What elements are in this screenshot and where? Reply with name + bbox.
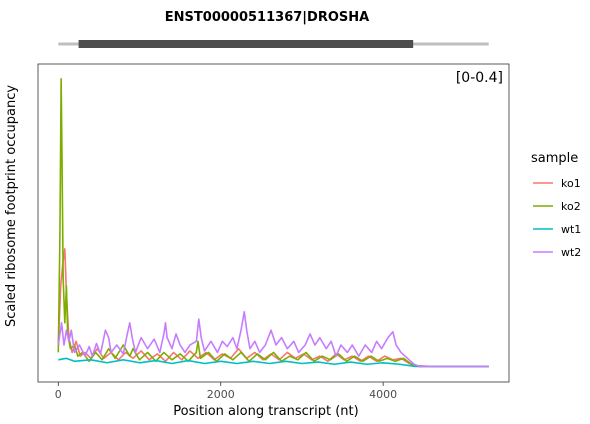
y-axis-label: Scaled ribosome footprint occupancy: [4, 85, 19, 327]
plot-panel: [37, 63, 510, 383]
x-tick-label: 0: [55, 388, 62, 401]
legend-label-wt1: wt1: [561, 223, 581, 236]
series-line-wt1: [58, 357, 489, 368]
x-tick-label: 4000: [369, 388, 397, 401]
transcript-track: [58, 40, 489, 48]
transcript-cds-box: [78, 40, 414, 48]
chart-title: ENST00000511367|DROSHA: [165, 10, 369, 25]
legend-label-wt2: wt2: [561, 246, 581, 259]
x-axis-label: Position along transcript (nt): [173, 404, 358, 419]
legend-title: sample: [531, 151, 578, 166]
range-label: [0-0.4]: [456, 70, 503, 86]
series-layer: [57, 77, 489, 368]
legend: sample ko1 ko2 wt1 wt2: [531, 151, 581, 259]
legend-label-ko1: ko1: [561, 177, 581, 190]
x-tick-label: 2000: [207, 388, 235, 401]
x-axis: 0 2000 4000: [55, 382, 397, 401]
series-line-wt2: [57, 310, 489, 368]
legend-label-ko2: ko2: [561, 200, 581, 213]
